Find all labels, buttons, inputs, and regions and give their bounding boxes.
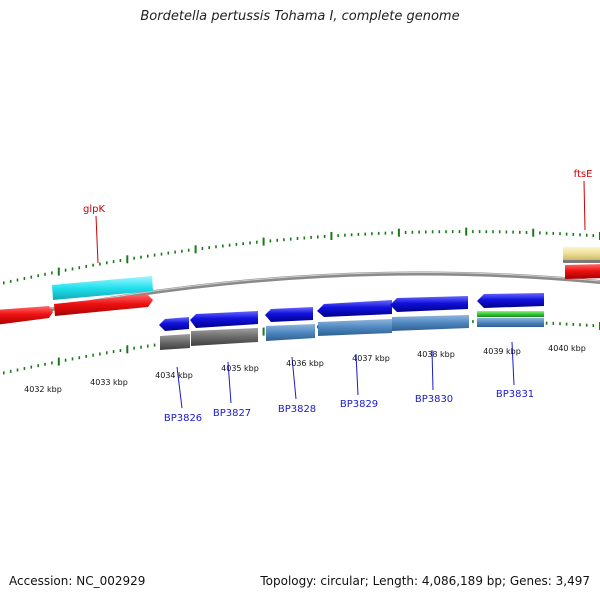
gene-label-BP3827[interactable]: BP3827 (213, 408, 251, 419)
cds-BP3829 (317, 300, 392, 317)
gene-BP3830 (392, 315, 469, 331)
ftsE-khaki-feature (563, 247, 600, 260)
gene-label-ftsE[interactable]: ftsE (574, 169, 593, 180)
reverse-strand-cds-track (159, 293, 544, 331)
label-leader-lines (95, 180, 586, 409)
outer-tick-track (2, 227, 600, 285)
scale-labels: 4032 kbp 4033 kbp 4034 kbp 4035 kbp 4036… (24, 344, 586, 394)
scale-label-4032: 4032 kbp (24, 385, 62, 394)
gene-label-BP3831[interactable]: BP3831 (496, 389, 534, 400)
gene-BP3829 (318, 319, 392, 336)
scale-label-4035: 4035 kbp (221, 364, 259, 373)
cds-BP3831 (477, 293, 544, 308)
leader-ftsE (583, 180, 586, 231)
scale-label-4036: 4036 kbp (286, 359, 324, 368)
gene-BP3828 (266, 324, 315, 341)
genome-summary-text: Topology: circular; Length: 4,086,189 bp… (260, 574, 590, 588)
scale-label-4037: 4037 kbp (352, 354, 390, 363)
leader-BP3826 (176, 366, 183, 409)
scale-label-4038: 4038 kbp (417, 350, 455, 359)
forward-strand-track (0, 247, 600, 325)
accession-text: Accession: NC_002929 (9, 574, 146, 588)
scale-label-4034: 4034 kbp (155, 371, 193, 380)
gene-label-BP3826[interactable]: BP3826 (164, 413, 202, 424)
scale-label-4033: 4033 kbp (90, 378, 128, 387)
gene-BP3831-green (477, 311, 544, 317)
leader-BP3831 (511, 341, 515, 386)
gene-label-BP3829[interactable]: BP3829 (340, 399, 378, 410)
leader-BP3827 (227, 361, 232, 404)
cds-glpK (54, 294, 153, 316)
leader-BP3829 (355, 353, 359, 396)
gene-label-BP3828[interactable]: BP3828 (278, 404, 316, 415)
leader-BP3828 (291, 356, 297, 400)
cds-BP3826 (159, 317, 189, 331)
scale-label-4039: 4039 kbp (483, 347, 521, 356)
cds-BP3827 (190, 311, 258, 328)
cyan-feature-glpK-region (52, 276, 153, 300)
leader-BP3830 (431, 349, 434, 391)
gene-label-glpK[interactable]: glpK (83, 204, 105, 215)
scale-label-4040: 4040 kbp (548, 344, 586, 353)
gene-label-BP3830[interactable]: BP3830 (415, 394, 453, 405)
cds-left-red (0, 306, 53, 325)
reverse-strand-gene-track (160, 311, 544, 350)
gene-labels: glpK ftsE BP3826 BP3827 BP3828 BP3829 BP… (83, 169, 592, 424)
gene-BP3826 (160, 334, 190, 350)
map-title: Bordetella pertussis Tohama I, complete … (140, 9, 460, 24)
gene-BP3827 (191, 328, 258, 346)
cds-BP3828 (265, 307, 313, 322)
cds-ftsE (565, 264, 600, 279)
leader-glpK (95, 215, 99, 264)
gene-BP3831-steel (477, 318, 544, 327)
ftsE-khaki-underbar (563, 260, 600, 263)
cds-BP3830 (390, 296, 468, 312)
